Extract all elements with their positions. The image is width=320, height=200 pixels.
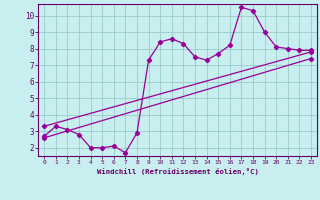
- X-axis label: Windchill (Refroidissement éolien,°C): Windchill (Refroidissement éolien,°C): [97, 168, 259, 175]
